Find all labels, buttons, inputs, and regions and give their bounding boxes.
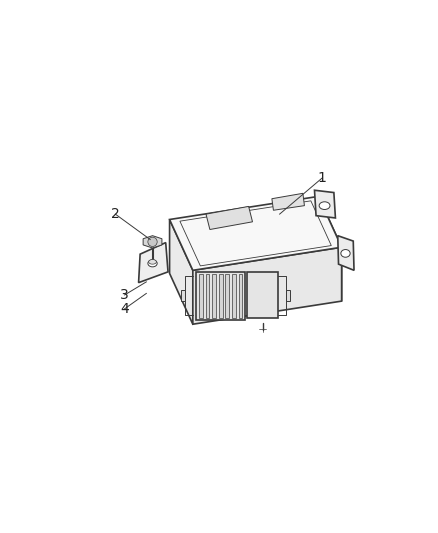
Polygon shape [218, 274, 222, 318]
Polygon shape [192, 247, 341, 324]
Ellipse shape [318, 202, 329, 209]
Polygon shape [247, 272, 277, 318]
Polygon shape [238, 274, 242, 318]
Polygon shape [205, 274, 209, 318]
Polygon shape [231, 274, 235, 318]
Ellipse shape [340, 249, 350, 257]
Ellipse shape [148, 260, 156, 264]
Polygon shape [138, 243, 168, 282]
Polygon shape [314, 190, 335, 218]
Circle shape [148, 237, 157, 246]
Polygon shape [143, 236, 162, 248]
Text: 1: 1 [317, 171, 326, 185]
Text: 4: 4 [120, 302, 129, 316]
Polygon shape [198, 274, 202, 318]
Polygon shape [271, 193, 304, 210]
Polygon shape [205, 206, 252, 230]
Polygon shape [318, 196, 341, 301]
Polygon shape [169, 196, 341, 270]
Polygon shape [337, 236, 353, 270]
Text: 2: 2 [111, 207, 120, 221]
Polygon shape [285, 290, 289, 301]
Polygon shape [195, 272, 244, 320]
Polygon shape [225, 274, 229, 318]
Ellipse shape [148, 260, 157, 267]
Polygon shape [181, 290, 185, 301]
Polygon shape [169, 220, 192, 324]
Text: 3: 3 [120, 288, 129, 302]
Polygon shape [212, 274, 215, 318]
